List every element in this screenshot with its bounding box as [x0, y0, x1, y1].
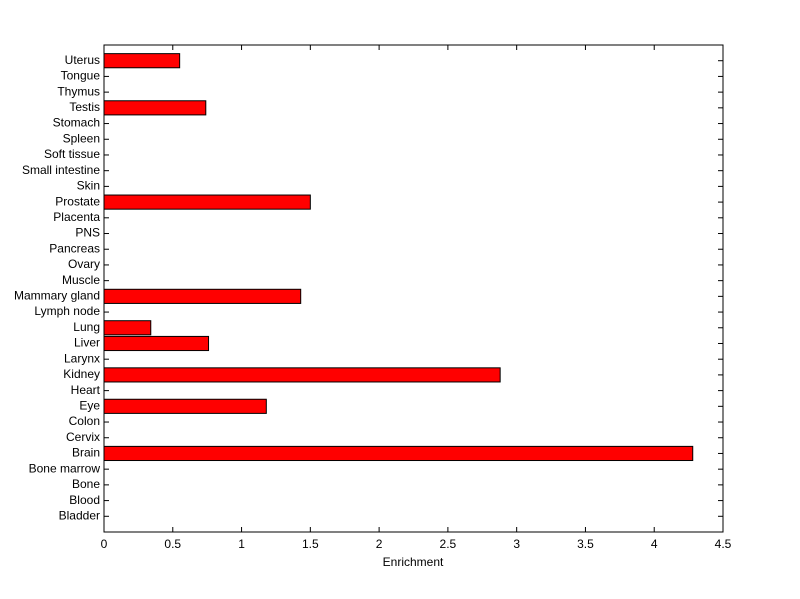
bar [103, 100, 207, 116]
bar [103, 367, 501, 383]
y-tick-label: Placenta [53, 210, 100, 224]
bar [103, 398, 267, 414]
bar [103, 445, 694, 462]
y-tick-label: Muscle [62, 273, 100, 287]
y-tick-label: Uterus [65, 53, 100, 67]
y-tick-label: Colon [69, 414, 100, 428]
y-tick-label: Heart [71, 383, 101, 397]
x-tick-label: 1 [238, 537, 245, 551]
y-tick-label: Bladder [59, 508, 100, 522]
y-tick-label: Spleen [63, 131, 100, 145]
y-tick-label: Brain [72, 446, 100, 460]
y-tick-label: Kidney [63, 367, 100, 381]
y-tick-label: Bone marrow [29, 461, 101, 475]
y-tick-label: Liver [74, 336, 100, 350]
y-tick-label: Ovary [68, 257, 100, 271]
bar [103, 194, 311, 210]
y-tick-label: Cervix [66, 430, 100, 444]
y-tick-label: Pancreas [49, 241, 100, 255]
y-tick-label: Lung [73, 320, 100, 334]
x-tick-label: 1.5 [302, 537, 319, 551]
x-tick-label: 4.5 [715, 537, 732, 551]
x-tick-label: 0 [101, 537, 108, 551]
x-axis-label: Enrichment [383, 555, 444, 569]
y-tick-label: PNS [75, 226, 100, 240]
x-tick-label: 0.5 [164, 537, 181, 551]
bar [103, 53, 181, 69]
x-tick-label: 2 [376, 537, 383, 551]
y-tick-label: Small intestine [22, 163, 100, 177]
y-tick-label: Bone [72, 477, 100, 491]
y-tick-label: Skin [77, 179, 100, 193]
y-tick-label: Stomach [53, 116, 100, 130]
x-tick-label: 3.5 [577, 537, 594, 551]
y-tick-label: Testis [69, 100, 100, 114]
y-tick-label: Larynx [64, 351, 100, 365]
x-tick-label: 3 [513, 537, 520, 551]
bar [103, 288, 302, 304]
plot-frame [103, 44, 724, 533]
y-tick-label: Eye [79, 398, 100, 412]
x-tick-label: 2.5 [440, 537, 457, 551]
y-tick-label: Mammary gland [14, 289, 100, 303]
x-tick-label: 4 [651, 537, 658, 551]
y-tick-label: Prostate [55, 194, 100, 208]
y-tick-label: Lymph node [34, 304, 100, 318]
y-tick-label: Soft tissue [44, 147, 100, 161]
bar [103, 335, 210, 352]
y-tick-label: Thymus [57, 84, 100, 98]
bar [103, 320, 152, 336]
y-tick-label: Tongue [61, 69, 101, 83]
y-tick-label: Blood [69, 493, 100, 507]
